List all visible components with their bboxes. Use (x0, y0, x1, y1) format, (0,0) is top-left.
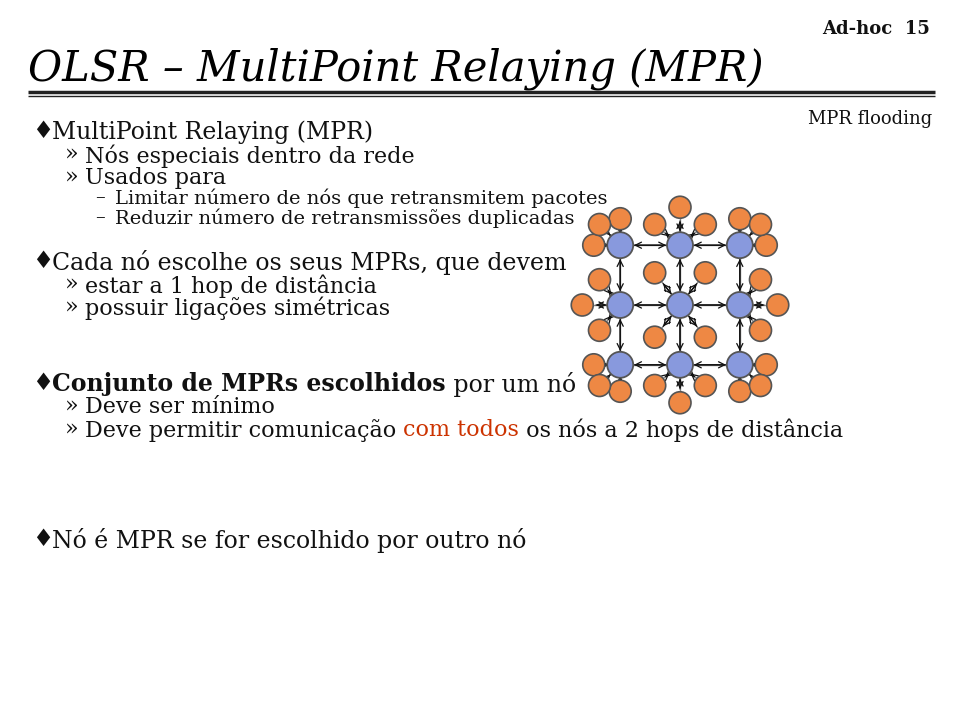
Text: MPR flooding: MPR flooding (807, 110, 932, 128)
Text: »: » (65, 419, 79, 441)
Circle shape (727, 232, 753, 258)
Text: MultiPoint Relaying (MPR): MultiPoint Relaying (MPR) (52, 120, 373, 143)
Circle shape (767, 294, 789, 316)
Text: »: » (65, 297, 79, 319)
Text: Limitar número de nós que retransmitem pacotes: Limitar número de nós que retransmitem p… (115, 188, 608, 207)
Circle shape (750, 214, 772, 235)
Circle shape (588, 319, 611, 341)
Circle shape (694, 374, 716, 397)
Circle shape (588, 214, 611, 235)
Text: Ad-hoc  15: Ad-hoc 15 (822, 20, 930, 38)
Text: »: » (65, 144, 79, 166)
Circle shape (756, 354, 778, 376)
Circle shape (727, 292, 753, 318)
Circle shape (571, 294, 593, 316)
Text: OLSR – MultiPoint Relaying (MPR): OLSR – MultiPoint Relaying (MPR) (28, 48, 763, 91)
Circle shape (667, 232, 693, 258)
Circle shape (608, 352, 634, 378)
Text: ♦: ♦ (32, 372, 53, 395)
Text: Conjunto de MPRs escolhidos: Conjunto de MPRs escolhidos (52, 372, 445, 396)
Text: –: – (95, 208, 105, 226)
Text: Cada nó escolhe os seus MPRs, que devem: Cada nó escolhe os seus MPRs, que devem (52, 250, 566, 275)
Circle shape (669, 197, 691, 218)
Text: »: » (65, 274, 79, 296)
Circle shape (727, 352, 753, 378)
Text: ♦: ♦ (32, 120, 53, 143)
Circle shape (610, 380, 632, 402)
Circle shape (583, 234, 605, 256)
Circle shape (644, 262, 665, 284)
Circle shape (667, 352, 693, 378)
Text: os nós a 2 hops de distância: os nós a 2 hops de distância (519, 419, 844, 443)
Circle shape (588, 269, 611, 291)
Circle shape (756, 234, 778, 256)
Text: ♦: ♦ (32, 528, 53, 551)
Text: »: » (65, 396, 79, 418)
Text: estar a 1 hop de distância: estar a 1 hop de distância (85, 274, 377, 297)
Circle shape (644, 326, 665, 348)
Circle shape (750, 269, 772, 291)
Circle shape (610, 208, 632, 230)
Circle shape (608, 292, 634, 318)
Circle shape (644, 214, 665, 235)
Circle shape (588, 374, 611, 397)
Circle shape (669, 392, 691, 414)
Text: Nó é MPR se for escolhido por outro nó: Nó é MPR se for escolhido por outro nó (52, 528, 526, 553)
Text: Reduzir número de retransmissões duplicadas: Reduzir número de retransmissões duplica… (115, 208, 574, 228)
Text: com todos: com todos (403, 419, 519, 441)
Text: –: – (95, 188, 105, 206)
Text: »: » (65, 167, 79, 189)
Text: possuir ligações simétricas: possuir ligações simétricas (85, 297, 390, 320)
Circle shape (644, 374, 665, 397)
Circle shape (729, 380, 751, 402)
Text: ♦: ♦ (32, 250, 53, 273)
Circle shape (694, 214, 716, 235)
Text: Nós especiais dentro da rede: Nós especiais dentro da rede (85, 144, 415, 168)
Circle shape (750, 319, 772, 341)
Circle shape (729, 208, 751, 230)
Circle shape (583, 354, 605, 376)
Circle shape (608, 232, 634, 258)
Circle shape (694, 262, 716, 284)
Circle shape (667, 292, 693, 318)
Text: Usados para: Usados para (85, 167, 227, 189)
Text: Deve ser mínimo: Deve ser mínimo (85, 396, 275, 418)
Circle shape (694, 326, 716, 348)
Circle shape (750, 374, 772, 397)
Text: Deve permitir comunicação: Deve permitir comunicação (85, 419, 403, 442)
Text: por um nó: por um nó (445, 372, 576, 397)
